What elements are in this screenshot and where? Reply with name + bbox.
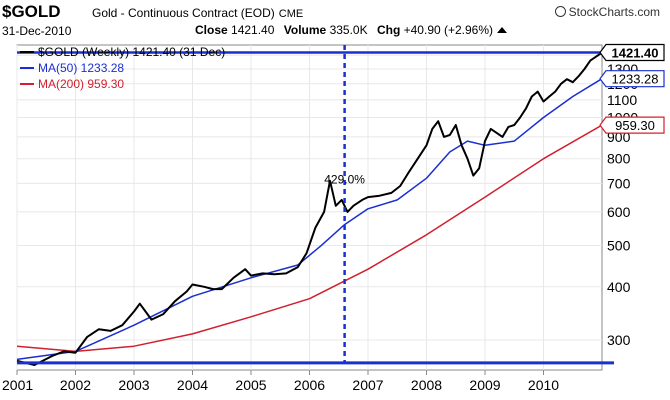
- legend-label: MA(50) 1233.28: [38, 61, 125, 75]
- x-tick-label: 2003: [118, 377, 149, 393]
- y-tick-label: 400: [607, 279, 631, 295]
- quote-stats: Close 1421.40 Volume 335.0K Chg +40.90 (…: [195, 23, 508, 37]
- x-tick-label: 2005: [235, 377, 266, 393]
- percent-annotation: 429.0%: [324, 172, 365, 186]
- y-axis: 3004005006007008009001000110012001300140…: [607, 47, 638, 348]
- legend-label: MA(200) 959.30: [38, 77, 125, 91]
- x-tick-label: 2007: [352, 377, 383, 393]
- series-line-ma-50-: [16, 78, 603, 361]
- y-tick-label: 500: [607, 238, 631, 254]
- x-tick-label: 2009: [469, 377, 500, 393]
- symbol: $GOLD: [2, 2, 61, 21]
- price-tag: 1233.28: [599, 70, 665, 88]
- volume-label: Volume: [283, 23, 327, 37]
- chg-value: +40.90 (+2.96%): [403, 23, 494, 37]
- legend-label: $GOLD (Weekly) 1421.40 (31 Dec): [38, 45, 226, 59]
- legend-item-gold: $GOLD (Weekly) 1421.40 (31 Dec): [20, 44, 225, 60]
- price-tag-box: [599, 70, 665, 88]
- x-axis: 2001 2002 2003 2004 2005 2006 2007 2008 2009 2010: [2, 370, 559, 393]
- x-tick-label: 2002: [60, 377, 91, 393]
- close-label: Close: [195, 23, 228, 37]
- legend-item-ma50: MA(50) 1233.28: [20, 60, 225, 76]
- up-arrow-icon: [497, 27, 508, 33]
- series-line--gold-weekly-: [16, 51, 603, 366]
- x-tick-label: 2001: [2, 377, 33, 393]
- price-tag-box: [599, 116, 665, 134]
- y-tick-label: 800: [607, 151, 631, 167]
- price-tag-label: 1233.28: [612, 72, 659, 87]
- price-tag-box: [599, 43, 665, 62]
- legend: $GOLD (Weekly) 1421.40 (31 Dec) MA(50) 1…: [20, 44, 225, 92]
- price-tag: 959.30: [599, 116, 665, 134]
- contract-name: Gold - Continuous Contract (EOD): [92, 6, 275, 20]
- series-line-ma-200-: [16, 124, 603, 353]
- exchange: CME: [278, 8, 304, 20]
- x-tick-label: 2008: [411, 377, 442, 393]
- price-tag-label: 959.30: [615, 118, 655, 133]
- x-tick-label: 2006: [294, 377, 325, 393]
- legend-swatch: [20, 51, 34, 53]
- marker-layer: 429.0%: [17, 45, 614, 365]
- series-layer: [16, 51, 603, 366]
- grid: [16, 45, 602, 370]
- contract-description: Gold - Continuous Contract (EOD) CME: [92, 6, 303, 20]
- y-tick-label: 300: [607, 332, 631, 348]
- close-value: 1421.40: [231, 23, 275, 37]
- y-tick-label: 600: [607, 204, 631, 220]
- x-tick-label: 2004: [177, 377, 208, 393]
- price-tag: 1421.40: [599, 43, 665, 62]
- chg-label: Chg: [376, 23, 401, 37]
- chart-header: $GOLD Gold - Continuous Contract (EOD) CM…: [0, 0, 670, 40]
- y-tick-label: 700: [607, 175, 631, 191]
- y-tick-label: 1100: [607, 92, 637, 108]
- legend-item-ma200: MA(200) 959.30: [20, 76, 225, 92]
- volume-value: 335.0K: [329, 23, 368, 37]
- legend-swatch: [20, 83, 34, 85]
- quote-date: 31-Dec-2010: [2, 24, 72, 38]
- x-tick-label: 2010: [528, 377, 559, 393]
- price-tag-label: 1421.40: [612, 45, 659, 60]
- copyright-icon: [554, 6, 566, 17]
- brand-text: StockCharts.com: [568, 5, 660, 19]
- price-tags: 1421.40 1233.28 959.30: [599, 43, 665, 134]
- legend-swatch: [20, 67, 34, 69]
- brand: StockCharts.com: [554, 5, 660, 19]
